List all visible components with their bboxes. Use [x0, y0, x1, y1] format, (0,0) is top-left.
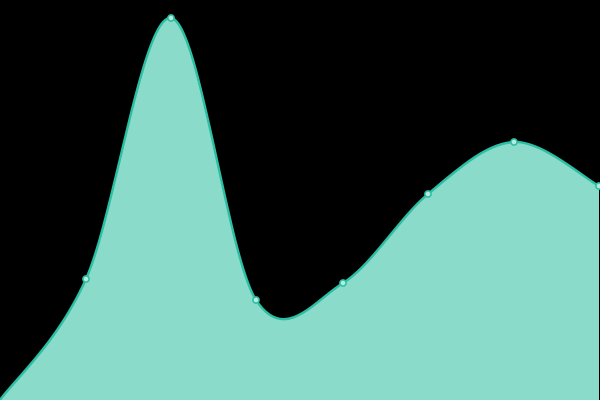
area-fill [0, 17, 599, 400]
data-point-marker[interactable] [339, 279, 347, 287]
data-point-marker[interactable] [510, 138, 518, 146]
data-point-marker[interactable] [167, 14, 175, 22]
data-point-marker[interactable] [595, 182, 600, 190]
data-point-marker[interactable] [252, 296, 260, 304]
data-point-markers [82, 14, 600, 304]
plot-area [0, 14, 600, 400]
data-point-marker[interactable] [82, 275, 90, 283]
data-point-marker[interactable] [424, 190, 432, 198]
